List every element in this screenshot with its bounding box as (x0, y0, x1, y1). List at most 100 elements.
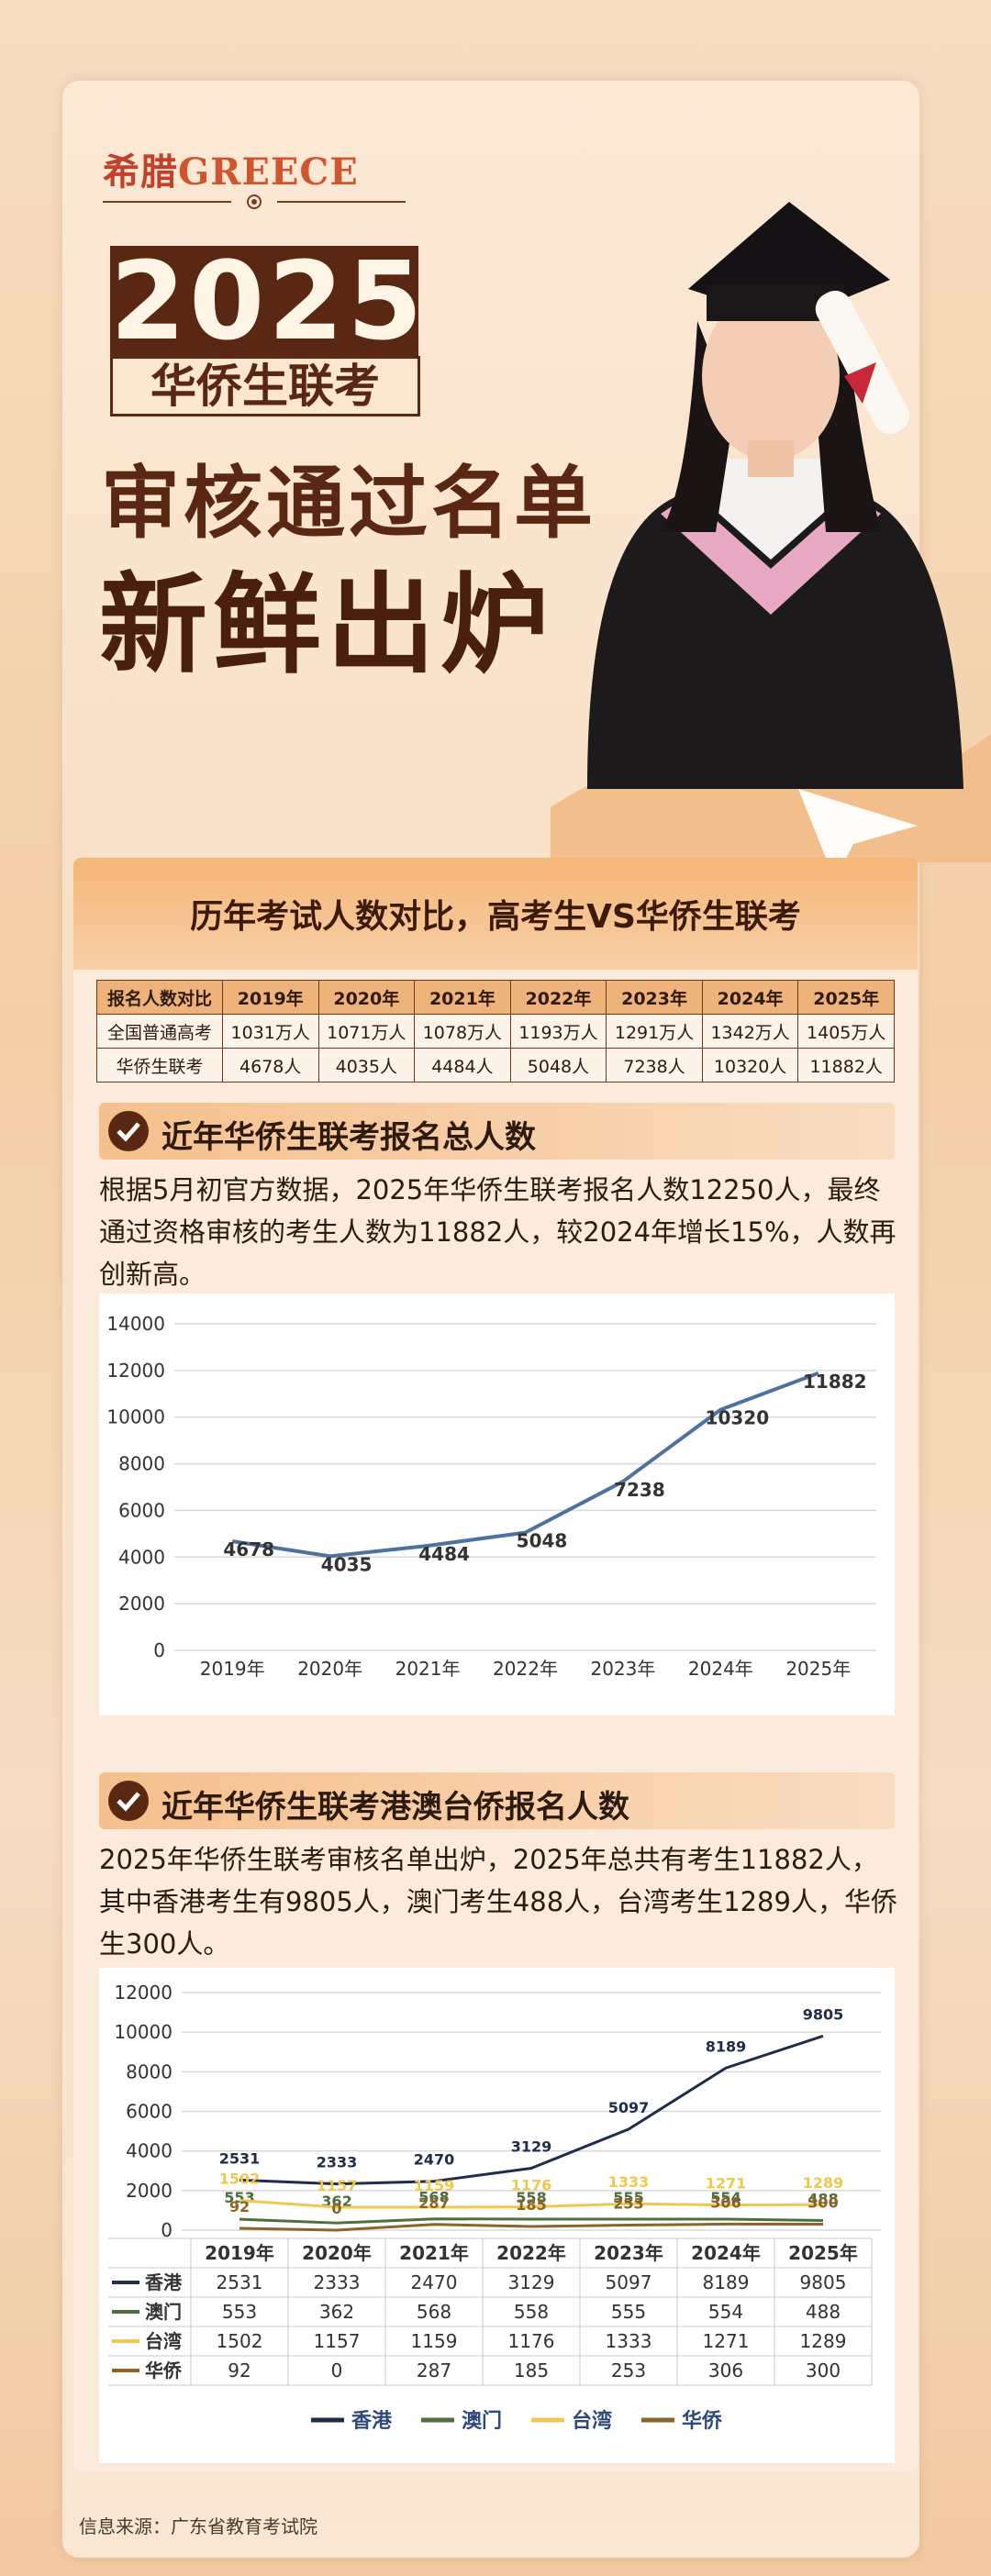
comparison-title: 历年考试人数对比，高考生VS华侨生联考 (190, 898, 801, 936)
y-tick-label: 14000 (106, 1313, 165, 1335)
table-row: 华侨生联考 4678人 4035人 4484人 5048人 7238人 10320人 1188… (96, 1048, 895, 1083)
check-icon (108, 1781, 149, 1821)
data-label: 0 (331, 2200, 341, 2217)
data-line (239, 2034, 824, 2186)
y-tick-label: 4000 (126, 2140, 173, 2162)
table-series-name: 华侨 (145, 2359, 183, 2382)
x-tick-label: 2025年 (788, 2242, 858, 2264)
table-header-cell: 2024年 (701, 980, 799, 1015)
y-tick-label: 12000 (106, 1360, 165, 1382)
data-label: 185 (516, 2196, 546, 2214)
table-value: 1502 (217, 2330, 263, 2352)
section-bar (99, 1772, 895, 1829)
data-label: 4678 (223, 1538, 274, 1560)
face (702, 292, 840, 461)
x-tick-label: 2023年 (590, 1658, 655, 1680)
y-tick-label: 8000 (126, 2060, 173, 2082)
table-value: 9805 (800, 2271, 847, 2293)
section-bar (99, 1103, 895, 1160)
data-label: 8189 (706, 2037, 747, 2055)
table-value: 2333 (314, 2271, 361, 2293)
x-tick-label: 2021年 (399, 2242, 469, 2264)
y-tick-label: 6000 (118, 1499, 165, 1521)
table-series-name: 台湾 (145, 2330, 182, 2352)
data-label: 1271 (706, 2175, 747, 2193)
table-value: 1159 (411, 2330, 458, 2352)
table-cell: 7238人 (606, 1048, 703, 1083)
data-label: 558 (516, 2189, 546, 2206)
check-icon (108, 1111, 149, 1151)
data-label: 1333 (608, 2173, 650, 2191)
data-label: 287 (418, 2194, 449, 2212)
legend-label: 台湾 (572, 2409, 612, 2433)
headline: 审核通过名单 (101, 458, 596, 550)
logo: 希腊GREECE (103, 142, 359, 195)
y-tick-label: 10000 (114, 2021, 173, 2043)
diploma (815, 290, 910, 435)
chart-panel (99, 1968, 895, 2463)
shirt (688, 459, 853, 560)
headline: 新鲜出炉 (99, 561, 555, 688)
table-cell: 11882人 (797, 1048, 895, 1083)
table-header-cell: 2019年 (221, 980, 319, 1015)
table-value: 3129 (508, 2271, 555, 2293)
table-header-cell: 报名人数对比 (96, 980, 223, 1015)
table-cell: 1071万人 (317, 1014, 416, 1049)
x-tick-label: 2023年 (594, 2242, 663, 2264)
data-line (231, 1371, 819, 1559)
data-label: 1176 (511, 2177, 552, 2194)
table-row: 报名人数对比 2019年 2020年 2021年 2022年 2023年 2024年 2025… (96, 980, 895, 1015)
table-value: 488 (806, 2301, 841, 2323)
section-heading: 近年华侨生联考报名总人数 (161, 1119, 536, 1156)
table-value: 1157 (314, 2330, 361, 2352)
x-tick-label: 2025年 (785, 1658, 851, 1680)
y-tick-label: 4000 (118, 1546, 165, 1568)
table-value: 555 (611, 2301, 646, 2323)
table-series-name: 香港 (145, 2271, 183, 2293)
table-value: 2531 (217, 2271, 263, 2293)
data-label: 568 (418, 2189, 449, 2206)
card-header (73, 858, 918, 970)
table-value: 362 (319, 2301, 354, 2323)
table-value: 92 (228, 2359, 251, 2382)
logo-cn: 希腊 (103, 151, 178, 194)
table-value: 306 (708, 2359, 743, 2382)
table-cell: 全国普通高考 (96, 1014, 223, 1049)
x-tick-label: 2021年 (395, 1658, 461, 1680)
table-value: 300 (806, 2359, 841, 2382)
data-label: 2333 (317, 2154, 358, 2171)
logo-ornament (103, 194, 406, 209)
data-label: 1502 (219, 2171, 261, 2188)
ribbon (844, 362, 876, 404)
data-label: 4484 (418, 1543, 470, 1565)
y-tick-label: 10000 (106, 1406, 165, 1428)
table-row: 全国普通高考 1031万人 1071万人 1078万人 1193万人 1291万人 1342… (96, 1014, 895, 1049)
table-series-name: 澳门 (145, 2301, 182, 2323)
table-cell: 4678人 (221, 1048, 319, 1083)
x-tick-label: 2022年 (496, 2242, 566, 2264)
gown (587, 495, 963, 789)
data-label: 5048 (517, 1530, 568, 1552)
table-cell: 4035人 (317, 1048, 416, 1083)
legend-label: 香港 (351, 2410, 393, 2433)
table-value: 287 (417, 2359, 451, 2382)
neck (748, 440, 794, 477)
chart-panel (99, 1294, 895, 1715)
table-value: 1333 (606, 2330, 652, 2352)
table-header-cell: 2025年 (797, 980, 895, 1015)
x-tick-label: 2024年 (688, 1658, 753, 1680)
table-value: 553 (222, 2301, 257, 2323)
data-label: 10320 (706, 1407, 770, 1429)
x-tick-label: 2019年 (205, 2242, 274, 2264)
y-tick-label: 2000 (126, 2180, 173, 2202)
y-tick-label: 2000 (118, 1593, 165, 1615)
table-header-cell: 2021年 (414, 980, 511, 1015)
table-cell: 1193万人 (509, 1014, 607, 1049)
section-heading: 近年华侨生联考港澳台侨报名人数 (161, 1789, 629, 1826)
x-tick-label: 2019年 (200, 1658, 265, 1680)
table-value: 558 (514, 2301, 549, 2323)
table-cell: 4484人 (414, 1048, 511, 1083)
data-label: 555 (613, 2189, 643, 2206)
